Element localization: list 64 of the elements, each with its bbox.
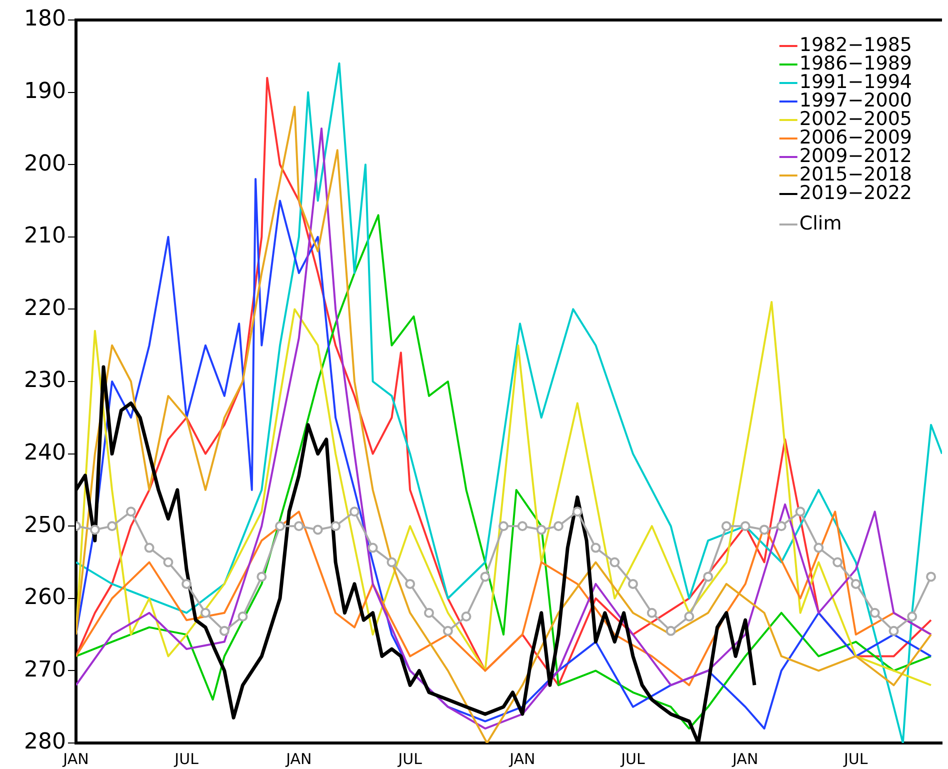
point: [126, 506, 136, 517]
point: [907, 611, 918, 622]
y-tick-label: 270: [24, 657, 66, 682]
point: [219, 626, 230, 636]
point: [759, 524, 770, 535]
y-tick-label: 250: [24, 512, 66, 538]
point: [274, 521, 285, 532]
point: [703, 572, 714, 582]
point: [386, 557, 397, 568]
point: [163, 557, 174, 568]
x-tick-label: JAN: [508, 750, 536, 768]
point: [795, 506, 806, 517]
point: [926, 572, 936, 582]
point: [888, 626, 899, 636]
x-tick-label: JUL: [174, 750, 200, 768]
point: [144, 542, 154, 553]
y-tick-label: 200: [24, 151, 66, 176]
x-tick-label: JUL: [397, 750, 423, 768]
point: [721, 521, 732, 532]
point: [572, 506, 582, 517]
y-tick-label: 190: [24, 79, 66, 104]
point: [628, 578, 638, 589]
point: [256, 572, 267, 582]
point: [610, 557, 620, 568]
y-tick-label: 230: [24, 368, 66, 394]
point: [200, 608, 210, 618]
point: [536, 524, 546, 535]
point: [461, 611, 472, 622]
point: [850, 578, 861, 589]
point: [814, 542, 824, 553]
point: [832, 557, 843, 568]
point: [684, 611, 694, 622]
y-tick-label: 260: [24, 585, 66, 610]
point: [776, 521, 786, 532]
point: [424, 608, 434, 618]
point: [553, 521, 564, 532]
point: [330, 521, 341, 532]
x-tick-label: JUL: [843, 750, 868, 768]
point: [870, 608, 880, 618]
point: [368, 542, 378, 553]
point: [646, 608, 657, 618]
point: [590, 542, 601, 553]
point: [442, 626, 453, 636]
point: [312, 524, 323, 535]
point: [294, 521, 304, 532]
point: [107, 521, 118, 532]
x-tick-label: JUL: [620, 750, 646, 768]
point: [182, 578, 192, 589]
y-tick-label: 210: [24, 224, 66, 249]
point: [238, 611, 248, 622]
point: [480, 572, 490, 582]
point: [517, 521, 528, 532]
point: [666, 626, 676, 636]
x-tick-label: JAN: [285, 750, 312, 768]
x-tick-label: JAN: [732, 750, 758, 768]
point: [90, 524, 100, 535]
y-tick-label: 220: [24, 296, 66, 321]
point: [349, 506, 360, 517]
point: [498, 521, 509, 532]
point: [405, 578, 416, 589]
y-tick-label: 180: [24, 6, 66, 32]
legend-label: Clim: [799, 212, 842, 234]
point: [740, 521, 750, 532]
y-tick-label: 240: [24, 440, 66, 466]
